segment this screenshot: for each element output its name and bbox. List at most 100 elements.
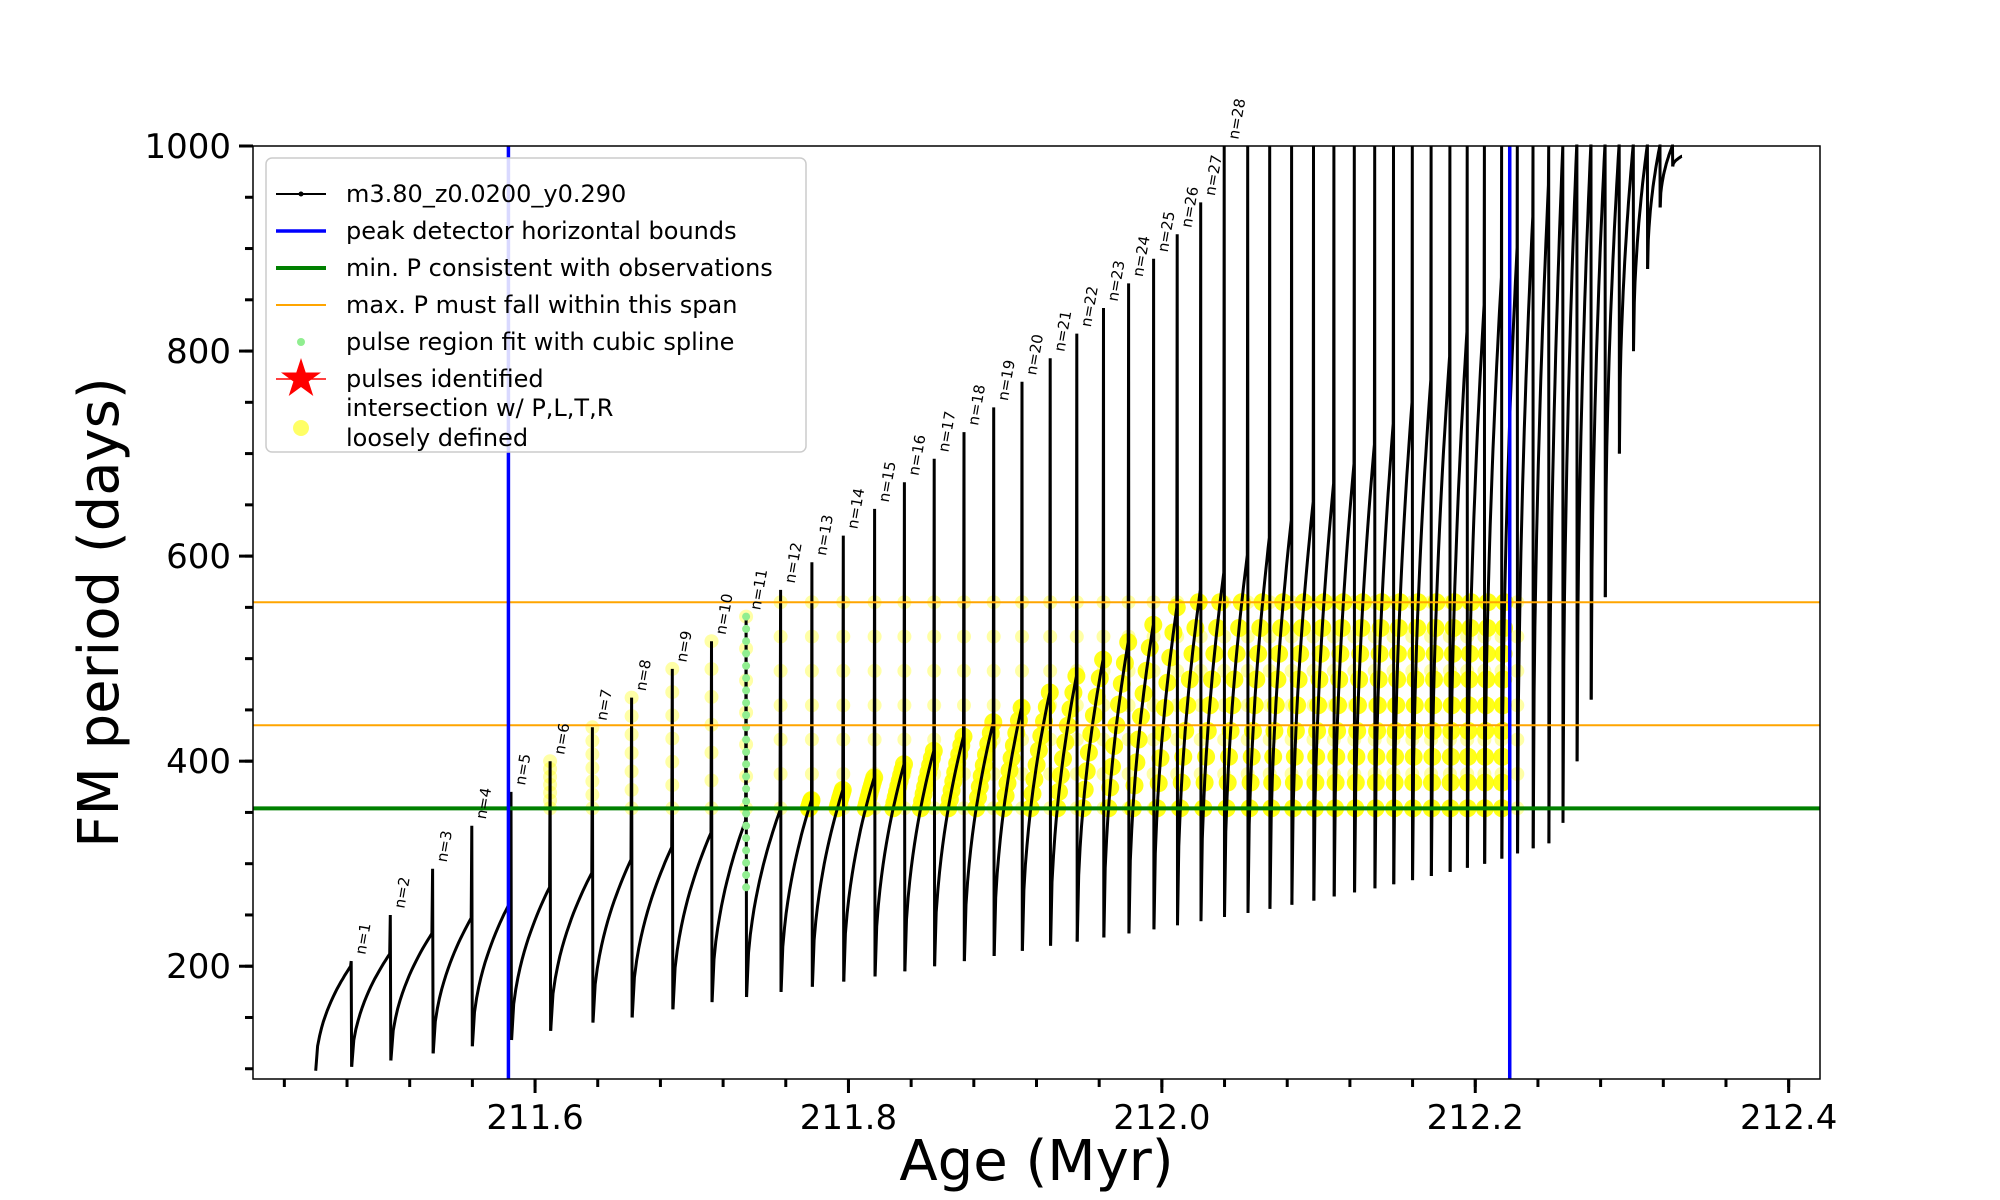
spline-point [742,809,751,818]
spline-point [742,772,751,781]
track-segment [873,482,907,977]
pulse-label: n=1 [351,922,374,956]
pulse-label: n=8 [632,658,655,692]
track-segment [1392,145,1414,885]
reference-lines-layer [253,146,1820,1079]
x-tick-label: 212.4 [1740,1098,1837,1138]
pulse-label: n=26 [1177,185,1202,229]
track-segment [1152,234,1179,930]
track-segment [1102,283,1131,938]
pulse-label: n=4 [472,786,495,820]
legend-label: pulse region fit with cubic spline [346,328,734,356]
spline-point [742,747,751,756]
spline-point [742,760,751,769]
track-segment [1020,358,1052,951]
track-segment [1332,145,1356,897]
spline-point [742,698,751,707]
x-tick-label: 211.8 [800,1098,897,1138]
track-segment [314,960,354,1071]
legend-label: intersection w/ P,L,T,R loosely defined [346,394,613,452]
track-segment [470,791,513,1047]
track-segment [745,589,783,998]
pulse-label: n=15 [875,460,900,504]
y-axis-title: FM period (days) [67,377,132,847]
track-segment [1658,144,1675,208]
y-tick-label: 1000 [144,127,231,167]
track-segment [1561,144,1579,823]
spline-point [742,858,751,867]
y-tick-label: 600 [166,537,231,577]
track-segment [1632,144,1650,352]
pulse-label: n=9 [673,629,696,663]
track-segment [1199,145,1226,922]
spline-markers-layer [742,612,751,892]
track-segment [1429,145,1452,877]
x-tick-label: 212.2 [1427,1098,1524,1138]
track-segment [1223,145,1250,918]
track-layer [314,144,1683,1071]
pulse-label: n=17 [934,410,959,454]
pulse-label: n=16 [905,433,930,477]
track-segment [389,868,435,1061]
spline-point [742,834,751,843]
track-segment [1075,307,1106,942]
track-segment [1411,145,1433,881]
track-segment [1176,202,1203,926]
spline-point [742,661,751,670]
axis-ticks-layer: 211.6 211.8 212.0 212.2 212.4 200 400 600 800 100… [144,127,1837,1138]
pulse-label: n=2 [391,875,414,909]
pulse-label: n=13 [812,513,837,557]
legend-label: pulses identified [346,365,544,393]
track-segment [1617,144,1635,454]
y-tick-label: 800 [166,332,231,372]
track-segment [1589,144,1607,700]
legend-label: max. P must fall within this span [346,291,737,319]
spline-point [742,846,751,855]
track-segment [1646,144,1662,270]
track-segment [671,641,714,1010]
track-segment [842,508,877,982]
spline-point [742,711,751,719]
track-segment [1531,145,1551,849]
track-segment [630,668,675,1018]
x-axis-title: Age (Myr) [899,1129,1173,1194]
spline-point [742,686,751,695]
track-segment [1547,145,1565,844]
pulse-label: n=19 [994,358,1019,402]
pulse-label: n=6 [550,722,573,756]
spline-point [742,637,751,646]
y-tick-label: 400 [166,742,231,782]
track-segment [1516,145,1535,854]
track-segment [1246,145,1272,913]
track-segment [591,697,634,1023]
track-segment [549,727,595,1031]
track-segment [1465,145,1487,868]
track-segment [1127,258,1156,934]
spline-point [742,883,751,892]
x-tick-label: 212.0 [1113,1098,1210,1138]
spline-point [742,649,751,658]
track-segment [903,458,937,972]
pulse-label: n=7 [593,688,616,722]
track-segment [1448,145,1469,872]
spline-point [742,784,751,793]
legend-label-line: max. P must fall within this span [346,291,737,319]
track-segment [1290,145,1316,905]
track-segment [1373,145,1396,889]
track-segment [1603,144,1621,598]
legend-handle-track-marker [298,191,304,197]
pulse-label: n=23 [1104,259,1129,303]
pulse-label: n=21 [1050,309,1075,353]
track-segment [1671,154,1683,167]
pulse-label: n=14 [844,487,869,531]
legend-label: min. P consistent with observations [346,254,773,282]
legend-handle-spline [297,338,305,346]
pulse-label: n=25 [1154,210,1179,254]
track-segment [1353,145,1377,893]
track-segment [431,825,474,1054]
track-segment [810,535,846,987]
pulse-label: n=28 [1224,97,1249,141]
